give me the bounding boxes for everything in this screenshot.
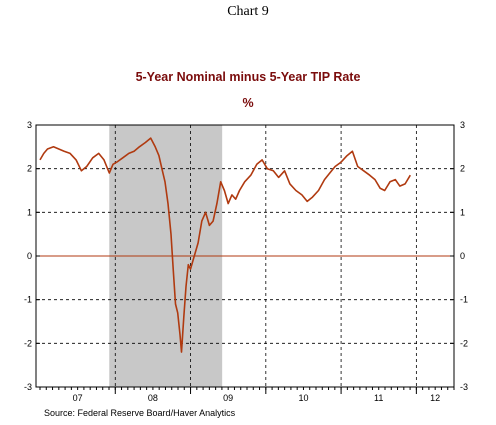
grid-layer bbox=[36, 125, 454, 387]
y-tick-label-left: 1 bbox=[27, 207, 32, 217]
chart-caption: Chart 9 bbox=[227, 4, 269, 19]
x-tick-label: 08 bbox=[148, 393, 158, 403]
y-tick-label-left: -1 bbox=[24, 295, 32, 305]
y-tick-label-left: 2 bbox=[27, 164, 32, 174]
y-tick-label-right: -3 bbox=[460, 382, 468, 392]
source-note: Source: Federal Reserve Board/Haver Anal… bbox=[44, 408, 236, 418]
y-tick-label-right: 2 bbox=[460, 164, 465, 174]
x-tick-label: 07 bbox=[73, 393, 83, 403]
chart-unit: % bbox=[242, 96, 254, 110]
y-tick-label-right: 3 bbox=[460, 120, 465, 130]
series-line bbox=[39, 137, 411, 353]
y-tick-label-right: -2 bbox=[460, 338, 468, 348]
y-tick-label-left: 0 bbox=[27, 251, 32, 261]
y-tick-label-right: 0 bbox=[460, 251, 465, 261]
y-tick-label-left: -3 bbox=[24, 382, 32, 392]
x-tick-label: 09 bbox=[223, 393, 233, 403]
x-tick-label: 10 bbox=[298, 393, 308, 403]
y-tick-label-left: 3 bbox=[27, 120, 32, 130]
x-tick-label: 12 bbox=[430, 393, 440, 403]
y-tick-label-right: 1 bbox=[460, 207, 465, 217]
chart-title: 5-Year Nominal minus 5-Year TIP Rate bbox=[135, 70, 361, 84]
axis-layer: 3 32 21 10 0-1 -1-2 -2-3 -307 08 09 10 11 12 bbox=[24, 120, 468, 403]
x-tick-label: 11 bbox=[374, 393, 383, 403]
series-layer bbox=[39, 137, 411, 353]
y-tick-label-right: -1 bbox=[460, 295, 468, 305]
y-tick-label-left: -2 bbox=[24, 338, 32, 348]
